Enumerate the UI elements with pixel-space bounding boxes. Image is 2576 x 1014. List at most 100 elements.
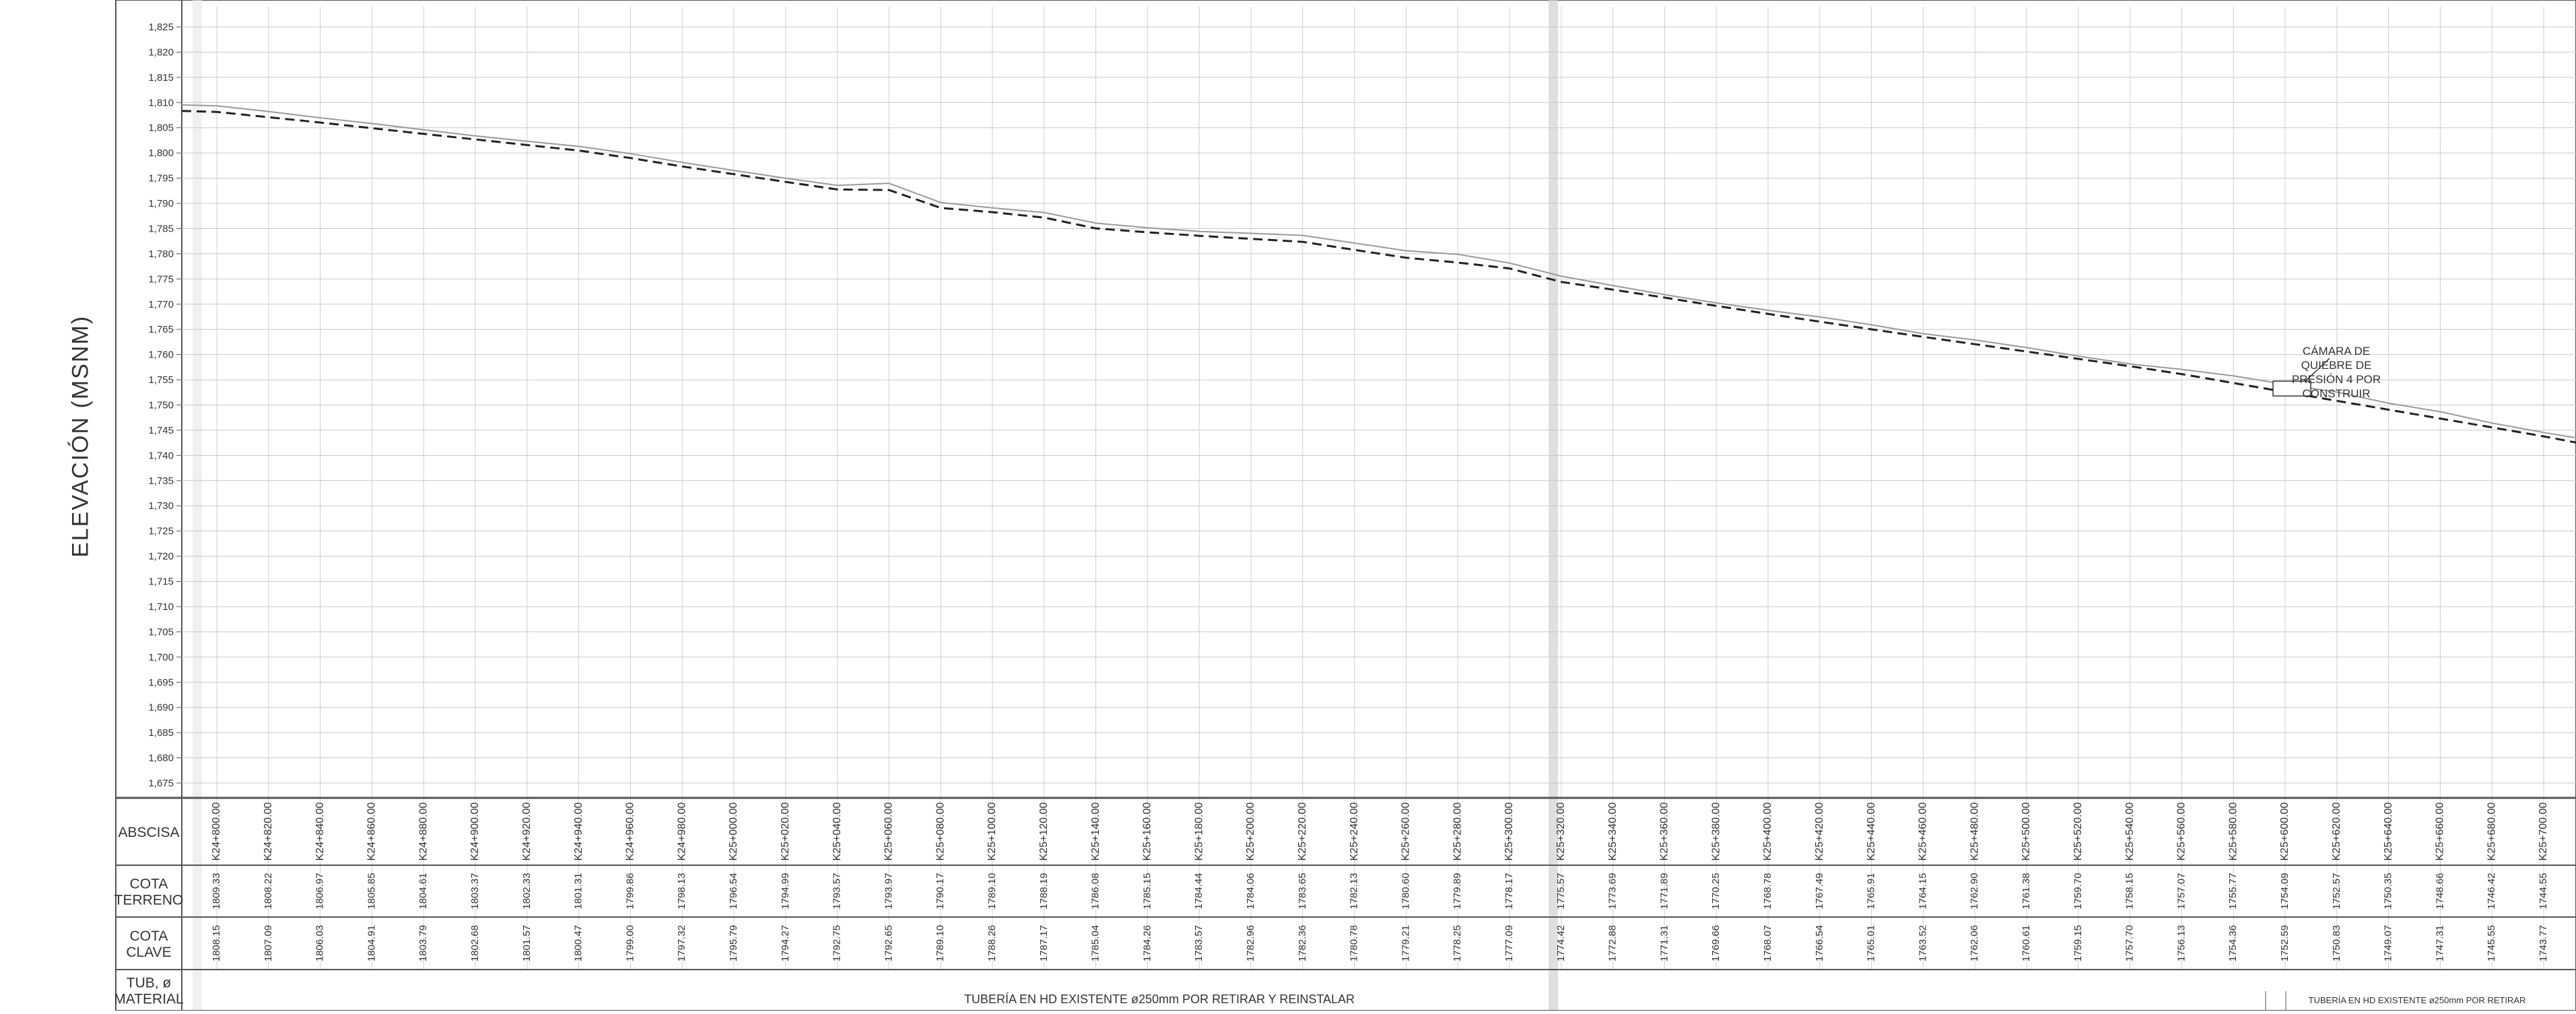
crown-elevation-value: 1789.10 (935, 925, 946, 961)
y-tick-label: 1,745 (148, 425, 174, 436)
crown-elevation-value: 1749.07 (2383, 925, 2394, 961)
crown-elevation-value: 1808.15 (211, 925, 222, 961)
terrain-elevation-value: 1764.15 (1917, 873, 1928, 909)
terrain-elevation-value: 1801.31 (573, 873, 584, 909)
terrain-elevation-value: 1750.35 (2383, 873, 2394, 909)
crown-elevation-value: 1800.47 (573, 925, 584, 961)
abscisa-label: K25+460.00 (1918, 803, 1929, 861)
pipe-note: TUBERÍA EN HD EXISTENTE ø250mm POR RETIR… (964, 992, 1355, 1006)
abscisa-label: K25+140.00 (1090, 803, 1101, 861)
y-tick-label: 1,685 (148, 727, 174, 739)
crown-elevation-value: 1771.31 (1658, 925, 1670, 961)
table-row-title: ABSCISA (118, 825, 179, 840)
y-tick-label: 1,715 (148, 576, 174, 588)
crown-elevation-value: 1759.15 (2072, 925, 2084, 961)
y-tick-label: 1,710 (148, 601, 174, 613)
abscisa-label: K25+240.00 (1349, 803, 1360, 861)
terrain-elevation-value: 1770.25 (1710, 873, 1722, 909)
annotation-leader (2305, 358, 2330, 382)
crown-elevation-value: 1750.83 (2331, 925, 2342, 961)
abscisa-label: K25+320.00 (1555, 803, 1567, 861)
abscisa-label: K25+380.00 (1710, 803, 1722, 861)
abscisa-label: K25+260.00 (1400, 803, 1412, 861)
abscisa-label: K25+020.00 (780, 803, 791, 861)
crown-elevation-value: 1792.65 (883, 925, 894, 961)
crown-elevation-value: 1801.57 (521, 925, 533, 961)
terrain-elevation-value: 1758.15 (2124, 873, 2136, 909)
abscisa-label: K25+300.00 (1503, 803, 1515, 861)
table-row-title: CLAVE (126, 945, 171, 960)
terrain-elevation-value: 1783.65 (1297, 873, 1308, 909)
terrain-elevation-value: 1755.77 (2227, 873, 2239, 909)
y-tick-label: 1,785 (148, 223, 174, 234)
crown-elevation-value: 1797.32 (676, 925, 687, 961)
crown-elevation-value: 1777.09 (1503, 925, 1515, 961)
terrain-elevation-value: 1759.70 (2072, 873, 2084, 909)
y-tick-label: 1,730 (148, 500, 174, 512)
terrain-elevation-value: 1793.97 (883, 873, 894, 909)
abscisa-label: K24+900.00 (469, 803, 481, 861)
y-tick-label: 1,700 (148, 652, 174, 663)
y-tick-label: 1,735 (148, 475, 174, 487)
terrain-elevation-value: 1779.89 (1452, 873, 1463, 909)
y-tick-label: 1,765 (148, 324, 174, 335)
table-row-title: TERRENO (114, 893, 184, 908)
terrain-elevation-value: 1793.57 (832, 873, 843, 909)
table-row-title: COTA (130, 928, 168, 944)
y-tick-label: 1,755 (148, 374, 174, 386)
terrain-elevation-value: 1803.37 (469, 873, 481, 909)
crown-elevation-value: 1752.59 (2279, 925, 2291, 961)
sheet-frame (115, 0, 2576, 1011)
y-tick-label: 1,800 (148, 147, 174, 159)
crown-elevation-value: 1774.42 (1555, 925, 1567, 961)
crown-elevation-value: 1807.09 (263, 925, 274, 961)
terrain-elevation-value: 1799.86 (624, 873, 636, 909)
terrain-profile-line (181, 104, 2576, 439)
terrain-elevation-value: 1746.42 (2486, 873, 2497, 909)
terrain-elevation-value: 1794.99 (780, 873, 791, 909)
y-tick-label: 1,680 (148, 753, 174, 764)
abscisa-label: K25+520.00 (2072, 803, 2084, 861)
terrain-elevation-value: 1775.57 (1555, 873, 1567, 909)
terrain-elevation-value: 1768.78 (1762, 873, 1773, 909)
crown-elevation-value: 1788.26 (986, 925, 998, 961)
crown-elevation-value: 1743.77 (2538, 925, 2549, 961)
abscisa-label: K25+700.00 (2538, 803, 2549, 861)
abscisa-label: K24+960.00 (625, 803, 636, 861)
y-tick-label: 1,820 (148, 46, 174, 58)
abscisa-label: K25+400.00 (1762, 803, 1773, 861)
abscisa-label: K25+580.00 (2227, 803, 2239, 861)
y-tick-label: 1,675 (148, 778, 174, 789)
terrain-elevation-value: 1798.13 (676, 873, 687, 909)
abscisa-label: K25+500.00 (2021, 803, 2032, 861)
terrain-elevation-value: 1748.66 (2434, 873, 2445, 909)
abscisa-label: K25+660.00 (2435, 803, 2446, 861)
chamber-symbol (2272, 380, 2311, 397)
crown-elevation-value: 1760.61 (2021, 925, 2032, 961)
crown-elevation-value: 1765.01 (1866, 925, 1877, 961)
abscisa-label: K25+360.00 (1659, 803, 1670, 861)
terrain-elevation-value: 1761.38 (2021, 873, 2032, 909)
abscisa-label: K24+940.00 (573, 803, 584, 861)
y-tick-label: 1,705 (148, 626, 174, 638)
abscisa-label: K24+860.00 (366, 803, 378, 861)
terrain-elevation-value: 1771.89 (1658, 873, 1670, 909)
y-tick-label: 1,740 (148, 450, 174, 461)
crown-elevation-value: 1784.26 (1141, 925, 1153, 961)
terrain-elevation-value: 1780.60 (1400, 873, 1411, 909)
terrain-elevation-value: 1778.17 (1503, 873, 1515, 909)
crown-elevation-value: 1792.75 (832, 925, 843, 961)
abscisa-label: K25+080.00 (935, 803, 946, 861)
y-tick-label: 1,725 (148, 526, 174, 537)
crown-elevation-value: 1779.21 (1400, 925, 1411, 961)
crown-elevation-value: 1787.17 (1038, 925, 1050, 961)
crown-elevation-value: 1778.25 (1452, 925, 1463, 961)
terrain-elevation-value: 1808.22 (263, 873, 274, 909)
table-row-title: MATERIAL (114, 992, 183, 1007)
abscisa-label: K25+680.00 (2486, 803, 2497, 861)
abscisa-label: K25+060.00 (883, 803, 895, 861)
abscisa-label: K25+180.00 (1193, 803, 1205, 861)
crown-elevation-value: 1799.00 (624, 925, 636, 961)
pipe-note: TUBERÍA EN HD EXISTENTE ø250mm POR RETIR… (2309, 995, 2526, 1005)
